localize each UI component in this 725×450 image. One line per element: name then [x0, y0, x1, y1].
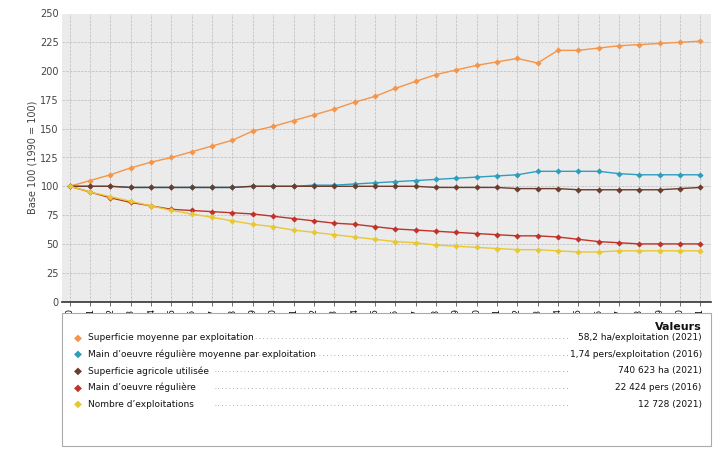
- Text: ................................................................................: ........................................…: [213, 401, 570, 407]
- Text: ◆: ◆: [74, 333, 83, 342]
- Text: Valeurs: Valeurs: [655, 322, 702, 332]
- Text: 22 424 pers (2016): 22 424 pers (2016): [616, 383, 702, 392]
- Text: ................................................................................: ........................................…: [213, 335, 570, 340]
- Text: ◆: ◆: [74, 349, 83, 359]
- Text: 1,74 pers/exploitation (2016): 1,74 pers/exploitation (2016): [570, 350, 702, 359]
- Text: 58,2 ha/exploitation (2021): 58,2 ha/exploitation (2021): [578, 333, 702, 342]
- Text: ................................................................................: ........................................…: [213, 368, 570, 373]
- Text: 740 623 ha (2021): 740 623 ha (2021): [618, 366, 702, 375]
- Text: Superficie moyenne par exploitation: Superficie moyenne par exploitation: [88, 333, 254, 342]
- Y-axis label: Base 100 (1990 = 100): Base 100 (1990 = 100): [28, 101, 37, 214]
- Text: ◆: ◆: [74, 382, 83, 392]
- Text: ◆: ◆: [74, 399, 83, 409]
- Text: ................................................................................: ........................................…: [213, 385, 570, 390]
- Text: ................................................................................: ........................................…: [213, 351, 570, 357]
- Text: 12 728 (2021): 12 728 (2021): [638, 400, 702, 409]
- Text: Main d’oeuvre régulière moyenne par exploitation: Main d’oeuvre régulière moyenne par expl…: [88, 349, 316, 359]
- Text: Main d’oeuvre régulière: Main d’oeuvre régulière: [88, 382, 196, 392]
- Text: ◆: ◆: [74, 366, 83, 376]
- Text: Superficie agricole utilisée: Superficie agricole utilisée: [88, 366, 210, 376]
- Text: Nombre d’exploitations: Nombre d’exploitations: [88, 400, 194, 409]
